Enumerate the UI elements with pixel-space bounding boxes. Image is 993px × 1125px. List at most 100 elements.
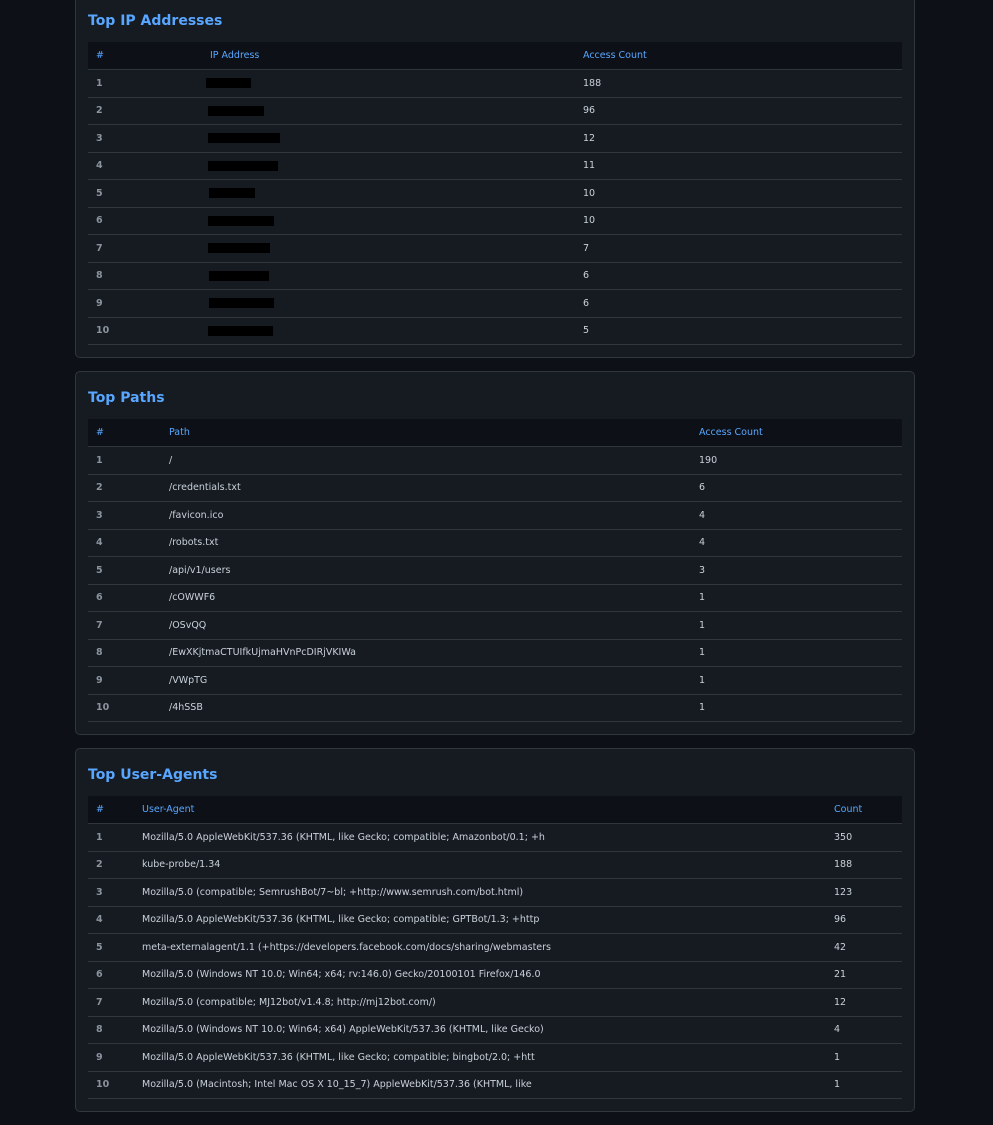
count-cell: 6 (691, 474, 902, 502)
redacted-ip (208, 215, 274, 226)
redacted-ip (206, 78, 251, 89)
user-agent-cell: Mozilla/5.0 AppleWebKit/537.36 (KHTML, l… (134, 823, 826, 852)
table-row: 2 96 (88, 97, 902, 125)
ip-cell (202, 262, 575, 290)
count-cell: 12 (826, 988, 902, 1017)
count-cell: 11 (575, 152, 902, 180)
table-row: 3/favicon.ico 4 (88, 501, 902, 530)
count-cell: 5 (575, 317, 902, 345)
table-row: 2 kube-probe/1.34 188 (88, 851, 902, 879)
table-row: 8 Mozilla/5.0 (Windows NT 10.0; Win64; x6… (88, 1016, 902, 1044)
rank-cell: 8 (88, 262, 202, 290)
rank-cell: 8 (88, 1016, 134, 1044)
table-row: 6 10 (88, 207, 902, 235)
col-rank: # (88, 796, 134, 824)
count-cell: 188 (826, 851, 902, 879)
user-agent-cell: Mozilla/5.0 (Macintosh; Intel Mac OS X 1… (134, 1071, 826, 1099)
count-cell: 6 (575, 289, 902, 318)
rank-cell: 10 (88, 317, 202, 345)
section-title: Top IP Addresses (88, 13, 223, 29)
redacted-ip (208, 133, 280, 144)
rank-cell: 4 (88, 906, 134, 934)
count-cell: 96 (826, 906, 902, 934)
rank-cell: 9 (88, 1043, 134, 1072)
count-cell: 1 (691, 694, 902, 722)
count-cell: 190 (691, 446, 902, 475)
col-path: Path (161, 419, 691, 447)
table-row: 4/robots.txt 4 (88, 529, 902, 557)
ip-cell (202, 207, 575, 235)
ip-table: # IP Address Access Count 1 188 2 96 3 12 4 11 5… (88, 42, 902, 345)
table-row: 1/190 (88, 446, 902, 475)
rank-cell: 3 (88, 124, 202, 153)
user-agent-cell: meta-externalagent/1.1 (+https://develop… (134, 933, 826, 962)
path-cell: /EwXKjtmaCTUIfkUjmaHVnPcDIRjVKIWa (161, 639, 691, 667)
path-cell: /robots.txt (161, 529, 691, 557)
ip-cell (202, 124, 575, 153)
table-row: 10/4hSSB 1 (88, 694, 902, 722)
col-user-agent: User-Agent (134, 796, 826, 824)
table-row: 5 meta-externalagent/1.1 (+https://develo… (88, 933, 902, 962)
table-row: 7/OSvQQ 1 (88, 611, 902, 640)
redacted-ip (209, 270, 269, 281)
user-agent-cell: Mozilla/5.0 (Windows NT 10.0; Win64; x64… (134, 1016, 826, 1044)
count-cell: 12 (575, 124, 902, 153)
rank-cell: 9 (88, 289, 202, 318)
rank-cell: 2 (88, 474, 161, 502)
count-cell: 10 (575, 207, 902, 235)
table-row: 6 Mozilla/5.0 (Windows NT 10.0; Win64; x6… (88, 961, 902, 989)
rank-cell: 7 (88, 611, 161, 640)
count-cell: 1 (826, 1071, 902, 1099)
section-title: Top Paths (88, 390, 165, 406)
rank-cell: 5 (88, 556, 161, 585)
path-cell: /VWpTG (161, 666, 691, 695)
rank-cell: 5 (88, 179, 202, 208)
paths-table: # Path Access Count 1/190 2/credentials.t… (88, 419, 902, 722)
count-cell: 1 (691, 611, 902, 640)
rank-cell: 6 (88, 961, 134, 989)
table-row: 8/EwXKjtmaCTUIfkUjmaHVnPcDIRjVKIWa 1 (88, 639, 902, 667)
count-cell: 96 (575, 97, 902, 125)
top-user-agents-card: Top User-Agents # User-Agent Count 1 Mozi… (75, 748, 915, 1112)
redacted-ip (208, 105, 264, 116)
user-agent-cell: Mozilla/5.0 AppleWebKit/537.36 (KHTML, l… (134, 1043, 826, 1072)
count-cell: 42 (826, 933, 902, 962)
table-row: 4 11 (88, 152, 902, 180)
count-cell: 1 (691, 666, 902, 695)
rank-cell: 7 (88, 988, 134, 1017)
table-row: 1 Mozilla/5.0 AppleWebKit/537.36 (KHTML, … (88, 823, 902, 852)
path-cell: /OSvQQ (161, 611, 691, 640)
table-row: 5 10 (88, 179, 902, 208)
rank-cell: 1 (88, 69, 202, 98)
redacted-ip (209, 298, 274, 309)
count-cell: 7 (575, 234, 902, 263)
top-ip-addresses-card: Top IP Addresses # IP Address Access Cou… (75, 0, 915, 358)
table-row: 2/credentials.txt 6 (88, 474, 902, 502)
count-cell: 1 (826, 1043, 902, 1072)
count-cell: 21 (826, 961, 902, 989)
table-row: 7 Mozilla/5.0 (compatible; MJ12bot/v1.4.8… (88, 988, 902, 1017)
table-row: 3 Mozilla/5.0 (compatible; SemrushBot/7~b… (88, 878, 902, 907)
count-cell: 1 (691, 584, 902, 612)
path-cell: /4hSSB (161, 694, 691, 722)
rank-cell: 8 (88, 639, 161, 667)
rank-cell: 2 (88, 97, 202, 125)
table-header: # User-Agent Count (88, 796, 902, 824)
rank-cell: 1 (88, 823, 134, 852)
table-row: 5/api/v1/users 3 (88, 556, 902, 585)
table-row: 4 Mozilla/5.0 AppleWebKit/537.36 (KHTML, … (88, 906, 902, 934)
count-cell: 4 (826, 1016, 902, 1044)
rank-cell: 7 (88, 234, 202, 263)
col-ip: IP Address (202, 42, 575, 70)
count-cell: 4 (691, 501, 902, 530)
count-cell: 10 (575, 179, 902, 208)
user-agent-cell: Mozilla/5.0 AppleWebKit/537.36 (KHTML, l… (134, 906, 826, 934)
path-cell: /credentials.txt (161, 474, 691, 502)
table-row: 6/cOWWF6 1 (88, 584, 902, 612)
table-row: 1 188 (88, 69, 902, 98)
count-cell: 188 (575, 69, 902, 98)
table-row: 9 Mozilla/5.0 AppleWebKit/537.36 (KHTML, … (88, 1043, 902, 1072)
